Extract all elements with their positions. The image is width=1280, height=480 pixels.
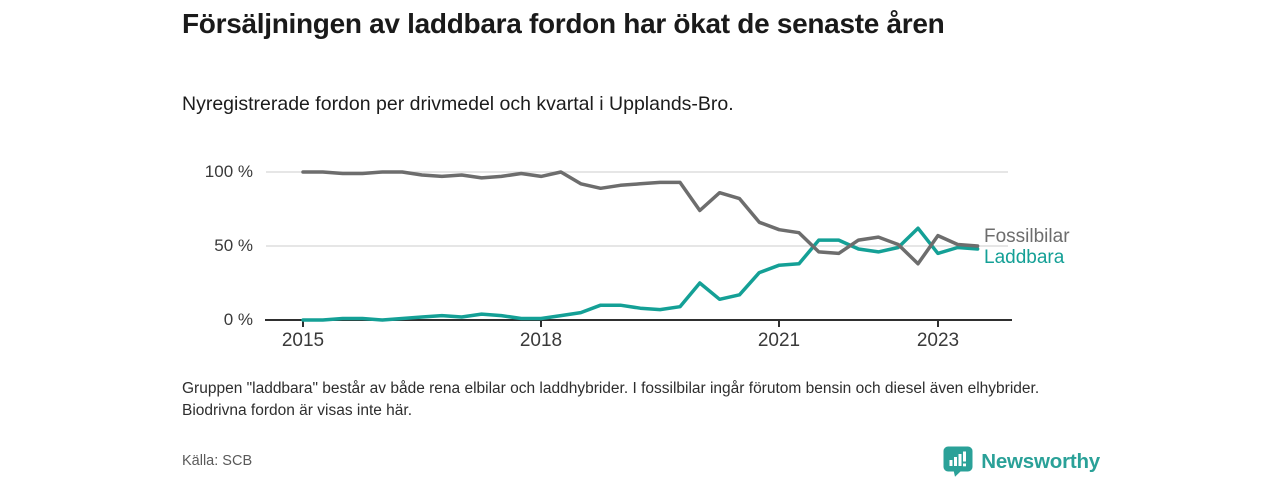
y-tick-label-0: 0 % [223, 310, 253, 329]
y-tick-label-100: 100 % [204, 162, 253, 181]
source-attribution: Källa: SCB [182, 453, 253, 469]
series-line-fossilbilar [301, 170, 980, 266]
x-tick-label-2018: 2018 [519, 330, 563, 351]
newsworthy-logo: Newsworthy [943, 446, 1100, 477]
legend-label-fossilbilar: Fossilbilar [984, 226, 1070, 247]
bar-chart-bubble-icon [943, 446, 973, 477]
line-chart [265, 170, 1012, 327]
x-tick-label-2015: 2015 [281, 330, 325, 351]
page-title: Försäljningen av laddbara fordon har öka… [182, 8, 945, 39]
newsworthy-logo-text: Newsworthy [981, 449, 1100, 473]
legend-label-laddbara: Laddbara [984, 247, 1065, 268]
chart-footnote: Gruppen "laddbara" består av både rena e… [182, 380, 1040, 419]
series-line-laddbara [301, 226, 980, 322]
chart-subtitle: Nyregistrerade fordon per drivmedel och … [182, 93, 734, 115]
x-tick-label-2021: 2021 [757, 330, 801, 351]
x-tick-label-2023: 2023 [916, 330, 960, 351]
y-tick-label-50: 50 % [214, 236, 253, 255]
